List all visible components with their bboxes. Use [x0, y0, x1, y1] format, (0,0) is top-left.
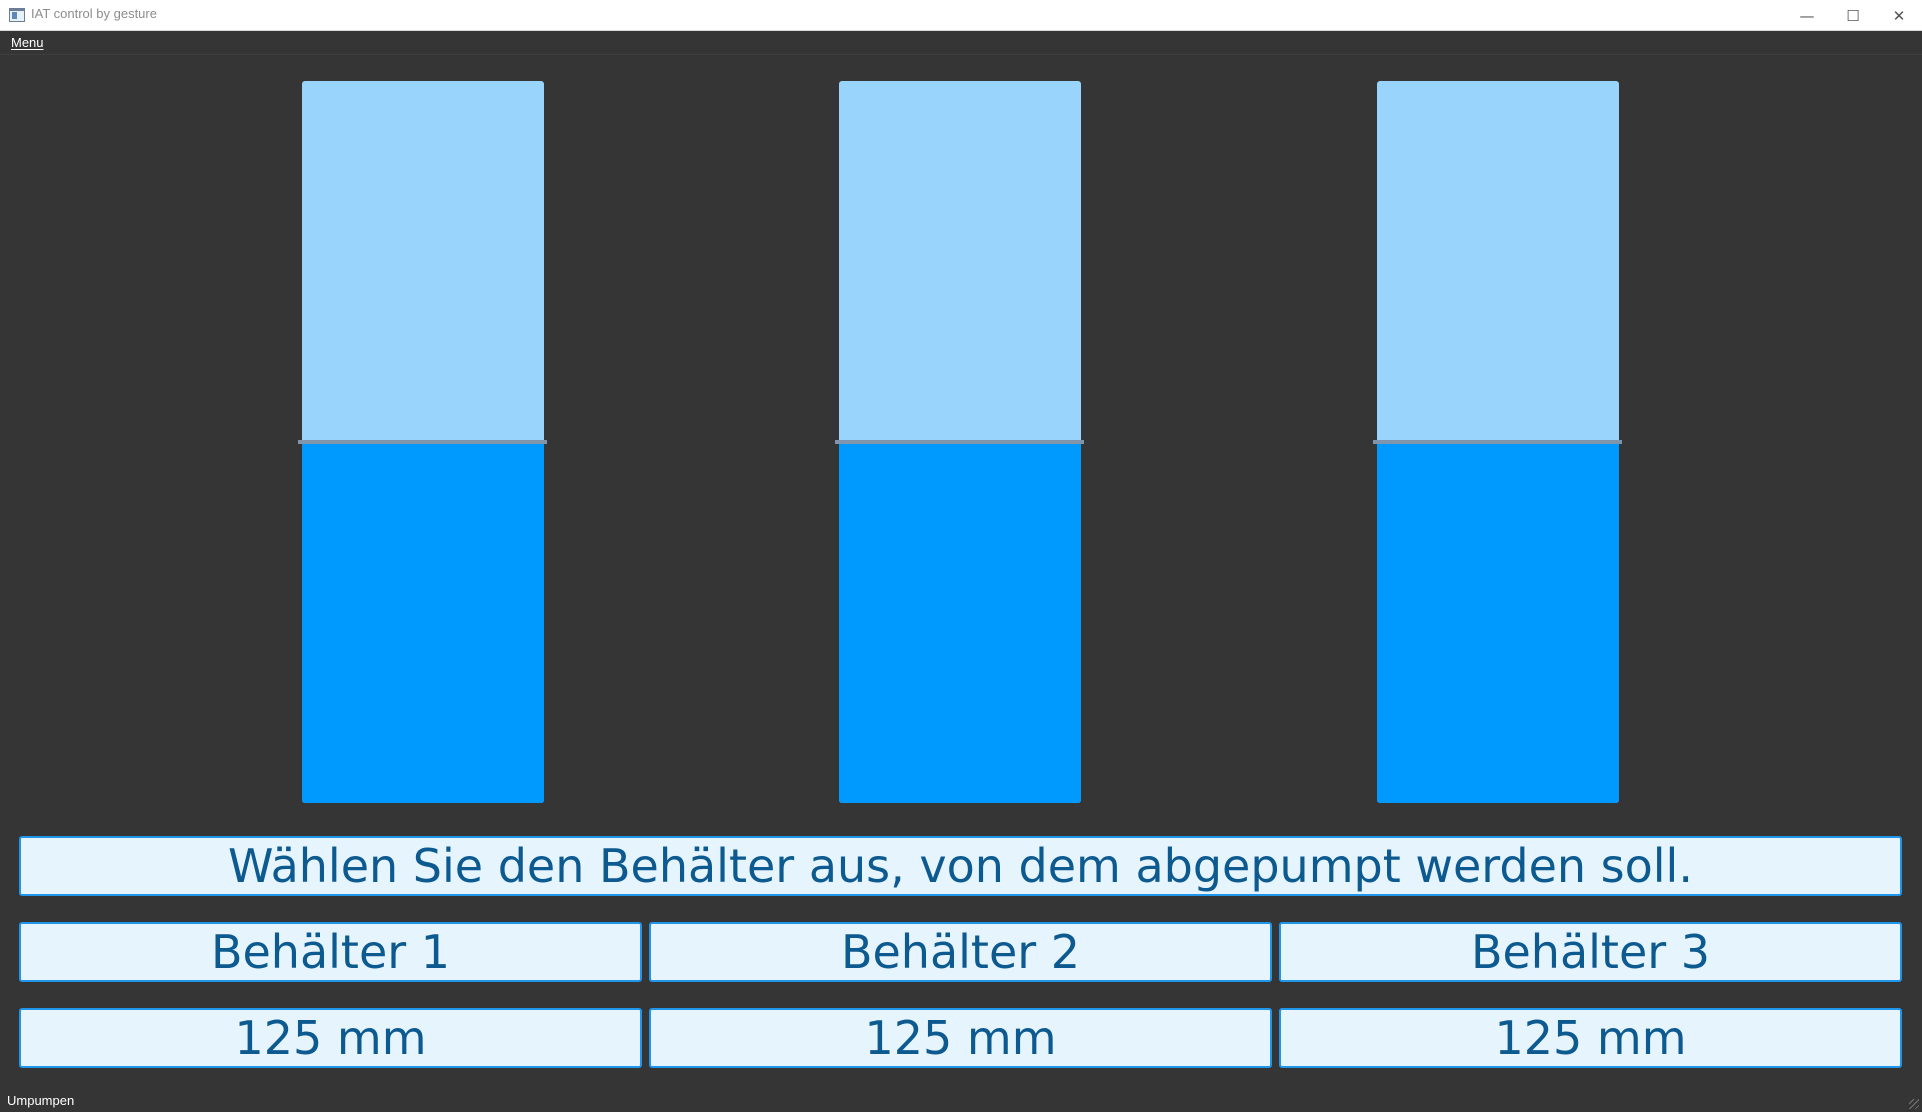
- window-title: IAT control by gesture: [31, 6, 157, 21]
- tank-1-fill: [302, 442, 544, 803]
- tank-3-level-value: 125 mm: [1279, 1008, 1902, 1068]
- status-bar: Umpumpen: [0, 1090, 1922, 1112]
- tank-3-button[interactable]: Behälter 3: [1279, 922, 1902, 982]
- menu-item-menu[interactable]: Menu: [11, 35, 44, 50]
- tank-1-level-value: 125 mm: [19, 1008, 642, 1068]
- tank-2-level-value: 125 mm: [649, 1008, 1272, 1068]
- close-icon[interactable]: ✕: [1892, 6, 1906, 25]
- resize-grip-icon[interactable]: [1909, 1099, 1919, 1109]
- tank-3-fill: [1377, 442, 1619, 803]
- tank-3-level-line: [1373, 440, 1622, 444]
- minimize-icon[interactable]: —: [1799, 6, 1815, 25]
- tank-1-level-line: [298, 440, 547, 444]
- tank-2-fill: [839, 442, 1081, 803]
- title-bar: IAT control by gesture — ☐ ✕: [0, 0, 1922, 31]
- menu-bar: Menu: [0, 31, 1922, 55]
- tank-2-level-line: [835, 440, 1084, 444]
- instruction-label: Wählen Sie den Behälter aus, von dem abg…: [19, 836, 1902, 896]
- app-window-icon: [9, 8, 25, 22]
- maximize-icon[interactable]: ☐: [1846, 6, 1860, 25]
- tank-2-button[interactable]: Behälter 2: [649, 922, 1272, 982]
- tank-1-button[interactable]: Behälter 1: [19, 922, 642, 982]
- status-text: Umpumpen: [7, 1093, 75, 1108]
